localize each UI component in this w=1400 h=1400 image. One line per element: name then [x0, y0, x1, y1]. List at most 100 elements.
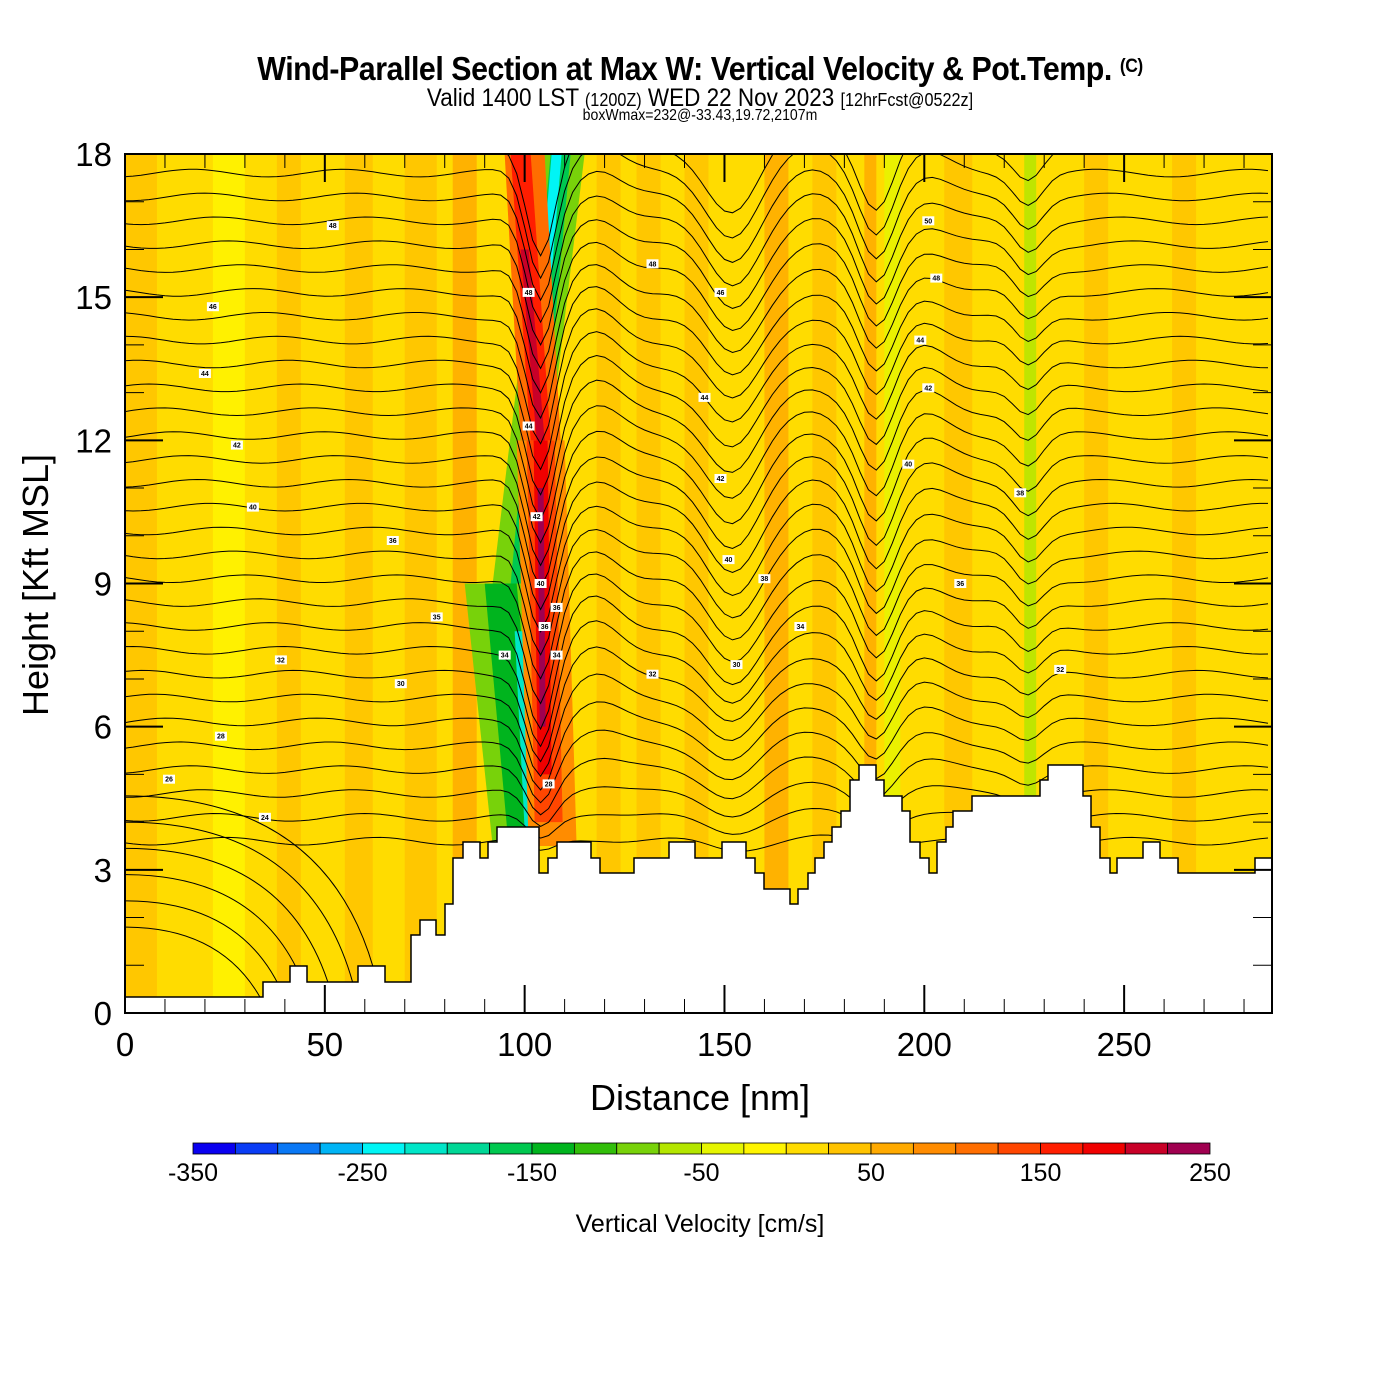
colorbar-swatch [446, 1142, 491, 1155]
theta-contour-line [125, 729, 1269, 804]
contour-label-bg [1054, 664, 1067, 674]
contour-label-text: 24 [261, 815, 269, 822]
theta-contour-line [125, 193, 1269, 324]
updraft-core [520, 249, 545, 441]
contour-label-bg [430, 612, 443, 622]
theta-contour-line [125, 405, 1269, 544]
contour-label-text: 48 [932, 276, 940, 283]
contour-label-bg [386, 536, 399, 545]
theta-contour-label: 24 [258, 812, 271, 822]
contour-label-bg [722, 555, 735, 565]
theta-contour-line [125, 308, 1269, 445]
theta-contour-label: 28 [542, 779, 555, 789]
colorbar-tick-label: -150 [507, 1159, 557, 1187]
theta-contour-line [125, 821, 358, 999]
contour-label-text: 42 [533, 514, 541, 521]
contour-label-text: 32 [277, 657, 285, 664]
y-axis-title: Height [Kft MSL] [15, 454, 56, 716]
colorbar-swatch [362, 1142, 406, 1155]
colorbar-tick-label: -50 [683, 1159, 719, 1187]
colorbar-swatch [489, 1142, 533, 1155]
y-tick-label: 9 [94, 566, 112, 603]
contour-label-text: 40 [904, 462, 912, 469]
colorbar-swatch [997, 1142, 1041, 1155]
velocity-band [276, 154, 301, 1013]
colorbar-swatch [192, 1142, 236, 1155]
contour-label-bg [930, 273, 943, 283]
theta-contour-labels: 48 46 44 42 40 36 35 32 30 28 26 24 48 44 42 40 36 36 34 34… [163, 216, 1067, 822]
theta-contour-label: 44 [698, 392, 711, 402]
velocity-band [636, 154, 661, 1013]
contour-label-bg [550, 602, 563, 612]
theta-contour-line [125, 354, 1269, 496]
colorbar-swatch [658, 1142, 702, 1155]
theta-contour-label: 42 [230, 440, 243, 450]
theta-contour-label: 44 [522, 421, 535, 431]
theta-contour-line [506, 154, 1055, 257]
terrain-mask [125, 764, 1272, 1013]
contour-label-text: 30 [733, 662, 741, 669]
contour-label-text: 35 [433, 614, 441, 621]
contour-label-bg [534, 579, 547, 588]
contour-label-text: 48 [525, 290, 533, 297]
theta-contour-label: 48 [326, 221, 339, 231]
colorbar-swatch [1124, 1142, 1169, 1155]
chart-title: Wind-Parallel Section at Max W: Vertical… [257, 50, 1143, 87]
contour-label-bg [530, 512, 543, 522]
colorbar-swatch [1082, 1142, 1126, 1155]
colorbar-tick-label: 150 [1020, 1159, 1062, 1187]
theta-contour-label: 32 [646, 669, 659, 679]
theta-contour-label: 44 [198, 369, 211, 378]
theta-contour-label: 30 [730, 660, 743, 670]
theta-contour-line [125, 479, 1268, 611]
contour-label-bg [730, 660, 743, 670]
theta-contour-label: 36 [954, 579, 967, 588]
theta-contour-label: 30 [394, 679, 407, 689]
contour-label-bg [274, 655, 287, 665]
contour-label-bg [498, 650, 511, 660]
theta-contour-label: 38 [758, 574, 771, 584]
theta-contour-label: 42 [530, 512, 543, 522]
theta-contour-line [125, 456, 1269, 589]
contour-label-text: 44 [701, 395, 709, 402]
contour-label-bg [542, 779, 555, 789]
theta-contour-label: 40 [246, 502, 259, 512]
theta-contour-line [125, 264, 1269, 394]
contour-label-text: 44 [525, 424, 533, 431]
contour-label-bg [794, 622, 807, 631]
contour-label-text: 48 [649, 261, 657, 268]
contour-label-text: 34 [797, 624, 805, 631]
contour-label-text: 44 [916, 338, 924, 345]
theta-contour-line [125, 551, 1269, 680]
y-tick-label: 18 [75, 136, 112, 173]
theta-contour-line [125, 241, 1269, 370]
colorbar-title: Vertical Velocity [cm/s] [576, 1210, 825, 1238]
contour-label-bg [550, 650, 563, 660]
contour-label-bg [258, 812, 271, 822]
theta-contour-line [125, 528, 1269, 656]
theta-contour-label: 34 [794, 622, 807, 631]
theta-contour-label: 50 [922, 216, 935, 226]
theta-contour-label: 32 [1054, 664, 1067, 674]
copyright-mark: (C) [1119, 56, 1143, 77]
contour-label-text: 50 [924, 218, 932, 225]
contour-label-bg [538, 622, 551, 631]
contour-label-bg [214, 731, 227, 741]
box-wmax-info: boxWmax=232@-33.43,19.72,2107m [582, 107, 818, 124]
theta-contour-line [125, 169, 1269, 302]
theta-contour-label: 40 [534, 579, 547, 588]
contour-label-bg [326, 221, 339, 231]
theta-contour-label: 40 [722, 555, 735, 565]
x-tick-label: 100 [497, 1026, 552, 1063]
colorbar-tick-label: -250 [337, 1159, 387, 1187]
contour-label-bg [646, 259, 659, 269]
contour-label-text: 46 [209, 304, 217, 311]
theta-contour-label: 48 [930, 273, 943, 283]
theta-contour-label: 42 [922, 383, 935, 393]
contour-label-bg [758, 574, 771, 584]
contour-label-bg [246, 502, 259, 512]
contour-label-bg [914, 335, 927, 345]
colorbar: -350 -250 -150 -50 50 150 250 [168, 1142, 1231, 1187]
y-tick-label: 12 [75, 422, 112, 459]
y-tick-label: 15 [75, 279, 112, 316]
